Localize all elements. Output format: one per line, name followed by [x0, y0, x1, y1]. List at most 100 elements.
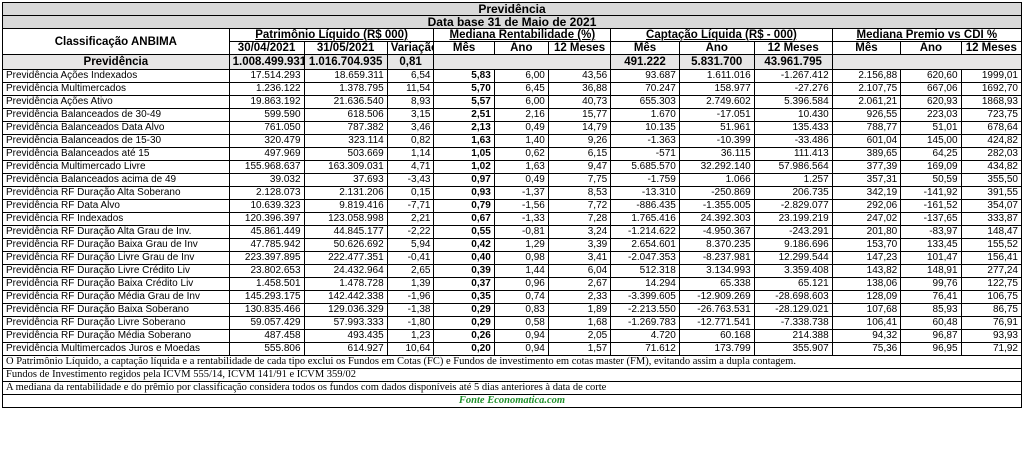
cell-rent-12-meses: 8,53: [547, 186, 612, 200]
cell-cap-12-meses: -7.338.738: [753, 316, 833, 330]
cell-prem-12-meses: 333,87: [960, 212, 1023, 226]
cell-rent-mes: 0,93: [433, 186, 495, 200]
cell-rent-ano: 6,00: [493, 69, 549, 83]
cell-pl-date-2: 44.845.177: [303, 225, 388, 239]
cell-prem-mes: 75,36: [831, 342, 902, 356]
cell-rent-ano: 1,44: [493, 264, 549, 278]
cell-rent-12-meses: 1,89: [547, 303, 612, 317]
cell-cap-ano: -12.909.269: [678, 290, 755, 304]
cell-pl-date-1: 47.785.942: [228, 238, 305, 252]
cell-rent-mes: 0,35: [433, 290, 495, 304]
cell-classification: Previdência RF Duração Livre Soberano: [2, 316, 230, 330]
cell-cap-12-meses: -28.698.603: [753, 290, 833, 304]
cell-prem-mes: 106,41: [831, 316, 902, 330]
cell-rent-mes: 0,55: [433, 225, 495, 239]
header-cap-ano: Ano: [678, 41, 755, 55]
cell-prem-ano: 145,00: [900, 134, 962, 148]
cell-rent-12-meses: 7,28: [547, 212, 612, 226]
cell-prem-mes: 94,32: [831, 329, 902, 343]
cell-rent-mes: 5,83: [433, 69, 495, 83]
cell-rent-mes: 2,51: [433, 108, 495, 122]
cell-rent-ano: 0,96: [493, 277, 549, 291]
cell-cap-ano: -10.399: [678, 134, 755, 148]
cell-rent-ano: 0,94: [493, 329, 549, 343]
cell-cap-12-meses: 111.413: [753, 147, 833, 161]
cell-rent-12-meses: 2,33: [547, 290, 612, 304]
table-row: Previdência Ações Indexados 17.514.293 18.…: [2, 69, 1023, 83]
cell-cap-ano: 1.611.016: [678, 69, 755, 83]
cell-pl-date-2: 9.819.416: [303, 199, 388, 213]
cell-rent-12-meses: 9,47: [547, 160, 612, 174]
sub-header-row: 30/04/2021 31/05/2021 Variação % Mês Ano…: [3, 41, 1023, 55]
cell-prem-mes: 147,23: [831, 251, 902, 265]
cell-prem-mes: 153,70: [831, 238, 902, 252]
table-row: Previdência Balanceados até 15 497.969 503…: [2, 147, 1023, 161]
cell-prem-ano: 133,45: [900, 238, 962, 252]
total-row: Previdência 1.008.499.931 1.016.704.935 …: [2, 54, 1023, 70]
cell-prem-mes: 788,77: [831, 121, 902, 135]
total-cap-12-meses: 43.961.795: [753, 54, 833, 70]
cell-prem-ano: -137,65: [900, 212, 962, 226]
cell-cap-12-meses: 57.986.564: [753, 160, 833, 174]
table-row: Previdência RF Duração Alta Grau de Inv.…: [2, 225, 1023, 239]
cell-prem-mes: 143,82: [831, 264, 902, 278]
cell-pl-variacao: 1,23: [386, 329, 435, 343]
table-row: Previdência RF Duração Baixa Crédito Liv…: [2, 277, 1023, 291]
cell-pl-variacao: 5,94: [386, 238, 435, 252]
cell-pl-variacao: 0,82: [386, 134, 435, 148]
cell-rent-ano: 1,40: [493, 134, 549, 148]
cell-prem-mes: 128,09: [831, 290, 902, 304]
cell-prem-mes: 926,55: [831, 108, 902, 122]
cell-pl-date-2: 129.036.329: [303, 303, 388, 317]
cell-cap-mes: 5.685.570: [610, 160, 680, 174]
cell-pl-date-1: 1.458.501: [228, 277, 305, 291]
cell-cap-12-meses: 1.257: [753, 173, 833, 187]
cell-rent-ano: 2,16: [493, 108, 549, 122]
header-captacao-liquida: Captação Líquida (R$ - 000): [610, 28, 833, 42]
cell-rent-ano: 0,49: [493, 121, 549, 135]
cell-rent-12-meses: 6,15: [547, 147, 612, 161]
cell-pl-date-1: 1.236.122: [228, 82, 305, 96]
cell-pl-date-2: 163.309.031: [303, 160, 388, 174]
cell-rent-12-meses: 1,57: [547, 342, 612, 356]
cell-prem-12-meses: 1868,93: [960, 95, 1023, 109]
cell-cap-mes: -2.047.353: [610, 251, 680, 265]
cell-pl-date-2: 1.378.795: [303, 82, 388, 96]
total-pl-date-1: 1.008.499.931: [228, 54, 305, 70]
cell-pl-date-2: 21.636.540: [303, 95, 388, 109]
cell-cap-12-meses: -2.829.077: [753, 199, 833, 213]
cell-rent-ano: 6,45: [493, 82, 549, 96]
report-title: Previdência: [2, 2, 1022, 16]
cell-prem-mes: 292,06: [831, 199, 902, 213]
cell-prem-12-meses: 93,93: [960, 329, 1023, 343]
note-row: O Patrimônio Líquido, a captação líquida…: [2, 355, 1022, 369]
cell-pl-date-2: 57.993.333: [303, 316, 388, 330]
cell-pl-variacao: 1,39: [386, 277, 435, 291]
cell-cap-mes: 93.687: [610, 69, 680, 83]
cell-prem-12-meses: 86,75: [960, 303, 1023, 317]
cell-pl-date-1: 497.969: [228, 147, 305, 161]
cell-pl-date-1: 45.861.449: [228, 225, 305, 239]
cell-pl-date-1: 59.057.429: [228, 316, 305, 330]
cell-rent-ano: -1,37: [493, 186, 549, 200]
cell-cap-ano: 3.134.993: [678, 264, 755, 278]
cell-prem-12-meses: 1999,01: [960, 69, 1023, 83]
cell-prem-12-meses: 156,41: [960, 251, 1023, 265]
cell-cap-12-meses: -28.129.021: [753, 303, 833, 317]
cell-pl-date-1: 320.479: [228, 134, 305, 148]
cell-rent-mes: 1,02: [433, 160, 495, 174]
table-row: Previdência Multimercado Livre 155.968.63…: [2, 160, 1023, 174]
note-double-counting: O Patrimônio Líquido, a captação líquida…: [2, 355, 1022, 369]
cell-prem-mes: 389,65: [831, 147, 902, 161]
title-row: Previdência: [2, 2, 1022, 16]
cell-pl-date-1: 10.639.323: [228, 199, 305, 213]
subtitle-row: Data base 31 de Maio de 2021: [2, 15, 1022, 29]
cell-rent-mes: 5,70: [433, 82, 495, 96]
cell-pl-variacao: 11,54: [386, 82, 435, 96]
note-row: Fundos de Investimento regidos pela ICVM…: [2, 368, 1022, 382]
cell-prem-ano: -83,97: [900, 225, 962, 239]
cell-cap-ano: 65.338: [678, 277, 755, 291]
cell-cap-12-meses: 65.121: [753, 277, 833, 291]
cell-pl-variacao: 2,65: [386, 264, 435, 278]
cell-cap-mes: -1.759: [610, 173, 680, 187]
